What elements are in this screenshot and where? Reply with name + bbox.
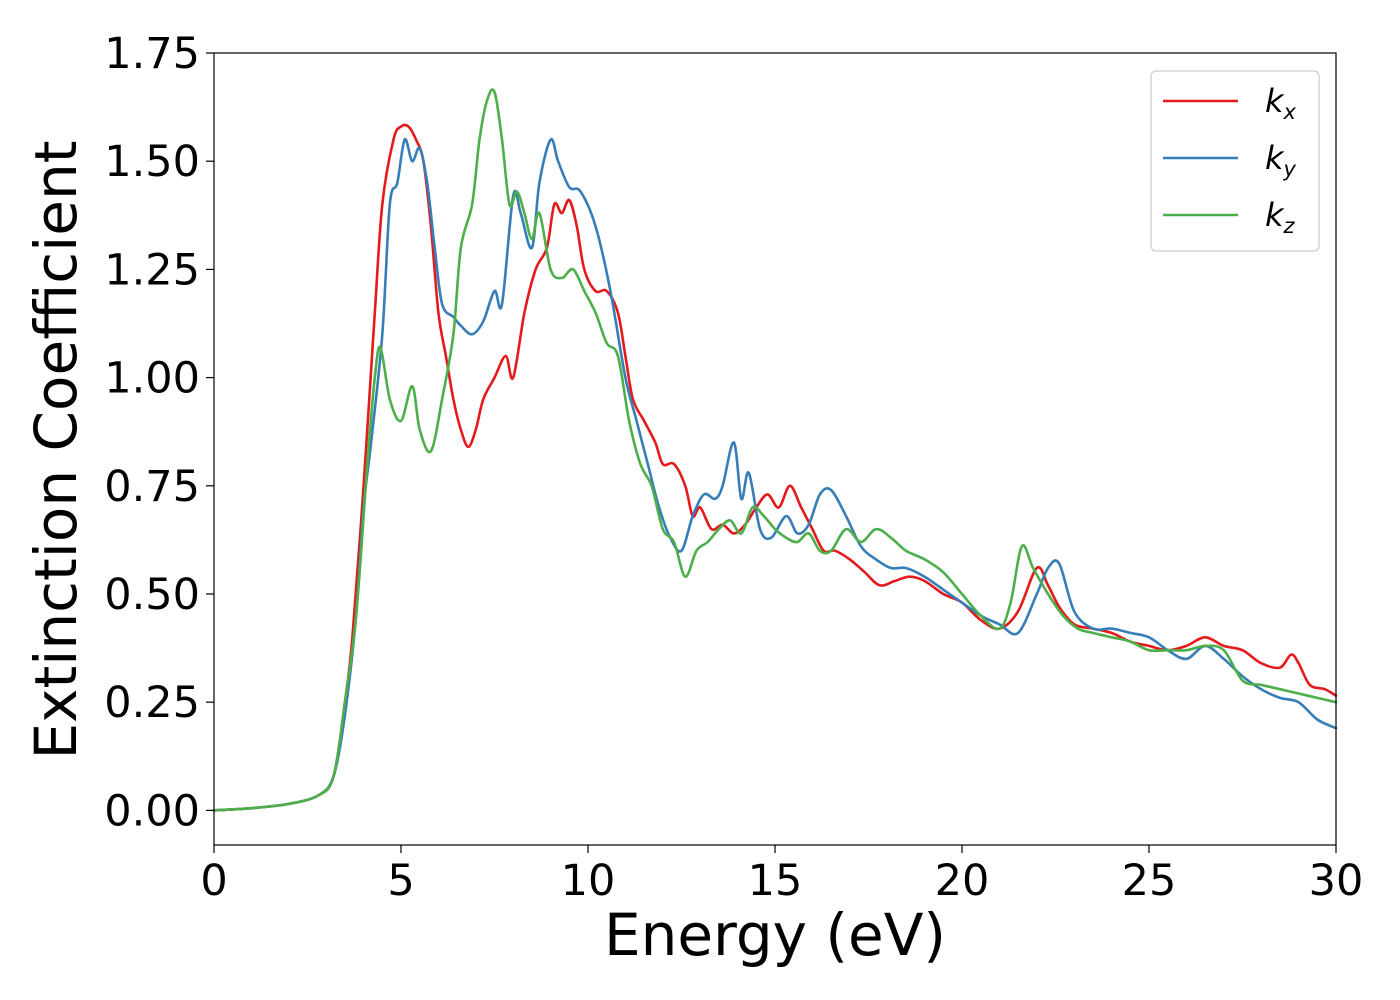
y-tick-label: 0.50 — [104, 570, 200, 620]
y-tick-label: 1.00 — [104, 354, 200, 404]
x-tick-label: 25 — [1122, 856, 1177, 906]
x-tick-label: 10 — [561, 856, 616, 906]
legend-label-kx: kx — [1265, 82, 1297, 124]
y-axis-ticks: 0.00 0.25 0.50 0.75 1.00 1.25 1.50 1.75 — [104, 29, 214, 836]
plot-lines — [212, 88, 1338, 812]
y-tick-label: 0.75 — [104, 462, 200, 512]
x-axis-title: Energy (eV) — [604, 901, 946, 969]
legend-label-kz: kz — [1265, 196, 1296, 238]
x-tick-label: 30 — [1309, 856, 1364, 906]
x-tick-label: 20 — [935, 856, 990, 906]
y-tick-label: 0.25 — [104, 678, 200, 728]
y-tick-label: 1.75 — [104, 29, 200, 79]
x-tick-label: 15 — [748, 856, 803, 906]
y-tick-label: 1.50 — [104, 137, 200, 187]
y-tick-label: 0.00 — [104, 786, 200, 836]
x-tick-label: 5 — [387, 856, 414, 906]
legend: kx ky kz — [1150, 70, 1320, 252]
legend-label-ky: ky — [1265, 139, 1297, 181]
x-axis-ticks: 0 5 10 15 20 25 30 — [200, 845, 1363, 906]
legend-box — [1150, 70, 1320, 252]
x-tick-label: 0 — [200, 856, 227, 906]
y-axis-title: Extinction Coefficient — [22, 141, 90, 760]
series-line-ky — [212, 137, 1338, 812]
series-line-kz — [212, 88, 1338, 812]
y-tick-label: 1.25 — [104, 245, 200, 295]
